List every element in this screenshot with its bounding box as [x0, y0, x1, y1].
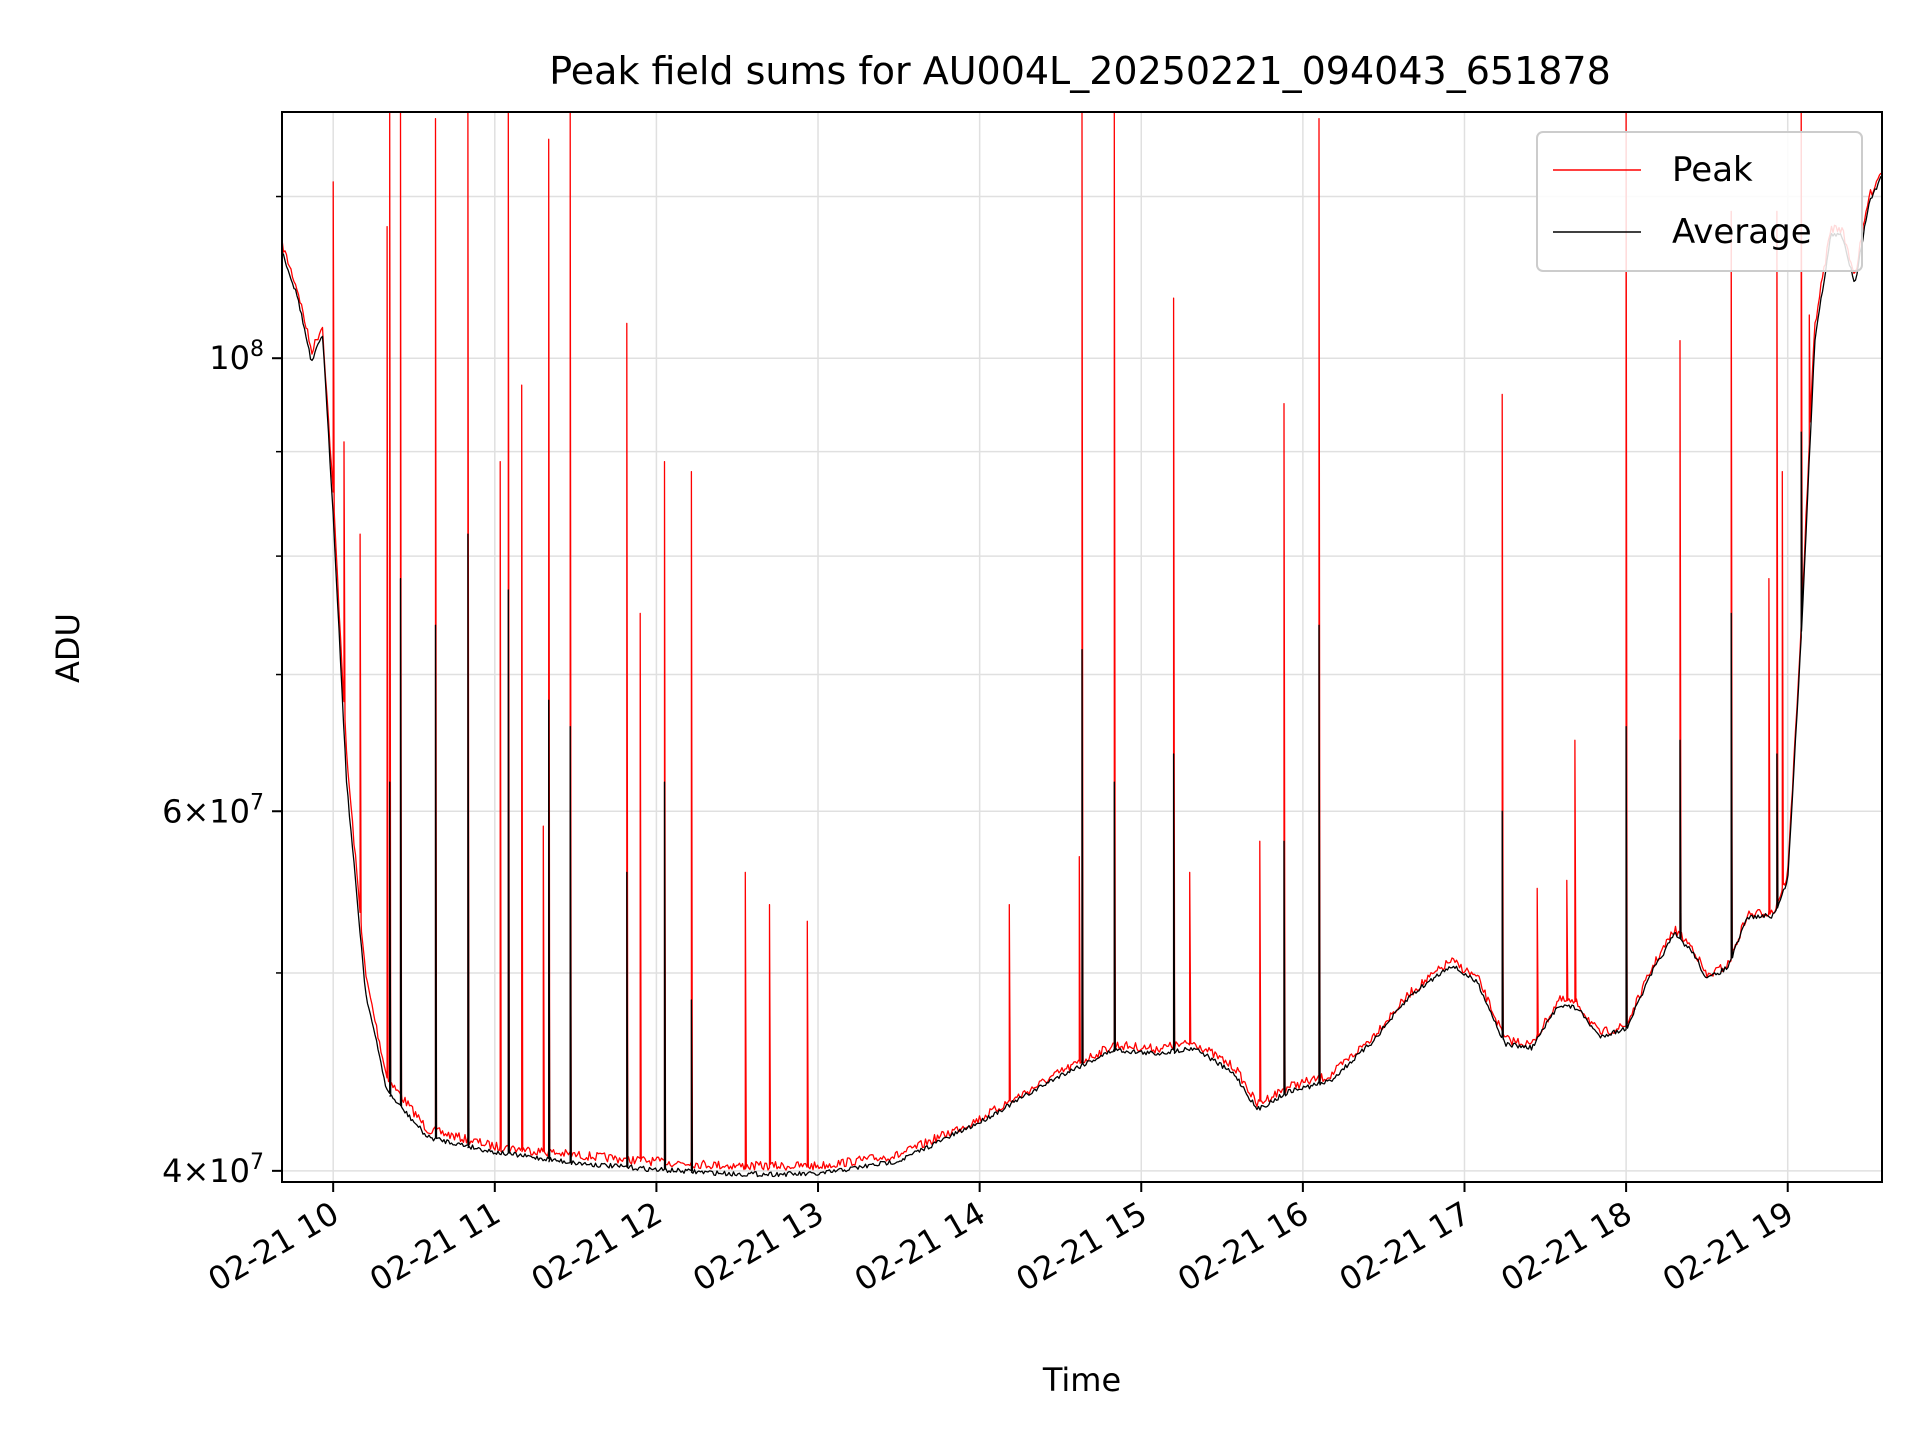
- x-axis-ticks: 02-21 10 02-21 11 02-21 12 02-21 13 02-21 14…: [202, 1182, 1800, 1299]
- x-tick-label: 02-21 19: [1656, 1194, 1800, 1299]
- x-tick-label: 02-21 16: [1171, 1194, 1315, 1299]
- legend-label-peak: Peak: [1672, 150, 1753, 190]
- series-line-average: [281, 175, 1882, 1178]
- x-tick-label: 02-21 13: [686, 1194, 830, 1299]
- x-axis-label: Time: [1042, 1361, 1121, 1399]
- legend-box: [1536, 131, 1863, 272]
- y-tick-exponent: 7: [250, 790, 264, 815]
- x-tick-label: 02-21 12: [525, 1194, 669, 1299]
- plot-series: [281, 111, 1882, 1178]
- x-tick-label: 02-21 15: [1010, 1194, 1154, 1299]
- x-tick-label: 02-21 11: [363, 1194, 507, 1299]
- y-tick-base: 6×10: [162, 792, 250, 830]
- y-tick-base: 10: [209, 339, 250, 377]
- y-axis-label: ADU: [49, 613, 87, 683]
- x-tick-label: 02-21 14: [848, 1194, 992, 1299]
- y-tick-exponent: 7: [250, 1150, 264, 1175]
- series-line-peak: [281, 111, 1882, 1171]
- y-tick-label: 4×107: [162, 1150, 264, 1190]
- x-tick-label: 02-21 18: [1495, 1194, 1639, 1299]
- axes-frame: [281, 111, 1883, 1183]
- legend: Peak Average: [1536, 131, 1863, 272]
- chart-title: Peak field sums for AU004L_20250221_0940…: [549, 49, 1611, 93]
- y-tick-base: 4×10: [162, 1152, 250, 1190]
- legend-label-average: Average: [1672, 212, 1812, 252]
- y-tick-label: 6×107: [162, 790, 264, 830]
- y-tick-label: 108: [209, 337, 264, 377]
- y-tick-exponent: 8: [250, 337, 264, 362]
- x-tick-label: 02-21 10: [202, 1194, 346, 1299]
- x-tick-label: 02-21 17: [1333, 1194, 1477, 1299]
